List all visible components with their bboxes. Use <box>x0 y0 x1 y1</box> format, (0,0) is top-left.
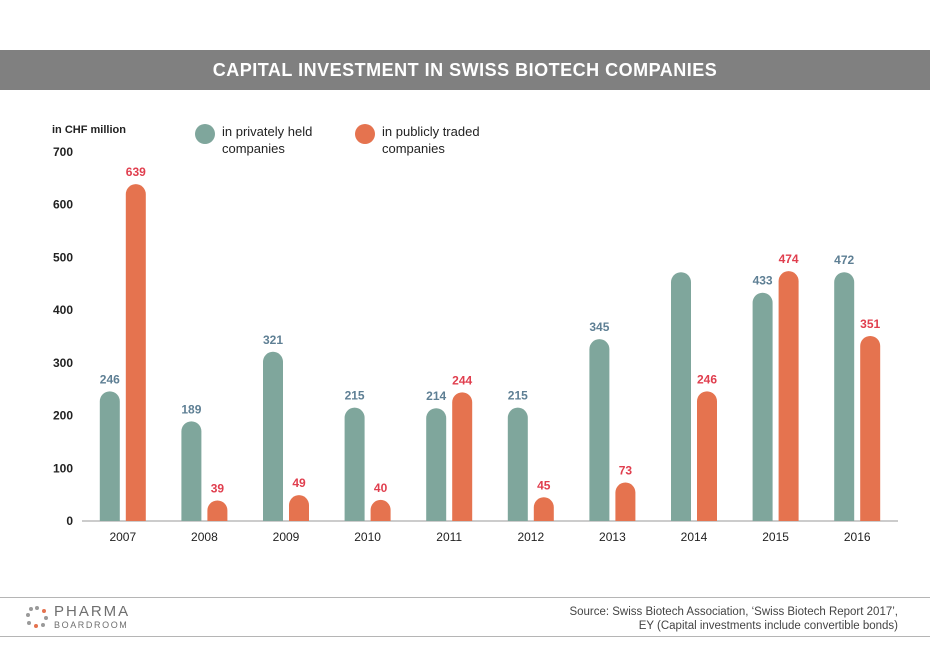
source-note: Source: Swiss Biotech Association, ‘Swis… <box>569 605 898 633</box>
bar-private <box>834 272 855 521</box>
bar-public <box>125 184 146 522</box>
logo-wordmark-bottom: BOARDROOM <box>54 620 129 630</box>
bar-private <box>671 272 691 521</box>
data-label-private: 345 <box>589 320 609 334</box>
data-label-private: 321 <box>263 333 283 347</box>
bar-chart: 0 100 200 300 400 500 600 700 246 639 2007 189 39 200… <box>53 145 898 544</box>
bar-private <box>99 391 120 521</box>
source-line-2: EY (Capital investments include converti… <box>638 620 898 632</box>
bar-private <box>426 408 447 521</box>
data-label-public: 39 <box>211 481 225 495</box>
y-tick-label: 300 <box>53 356 73 370</box>
data-label-private: 433 <box>753 274 773 288</box>
bar-public <box>370 499 391 521</box>
x-tick-label: 2008 <box>191 530 218 544</box>
data-label-public: 244 <box>452 373 472 387</box>
chart-title: CAPITAL INVESTMENT IN SWISS BIOTECH COMP… <box>212 59 718 80</box>
data-label-private: 215 <box>508 389 528 403</box>
pharma-boardroom-logo: PHARMA BOARDROOM <box>26 604 130 630</box>
legend-item-public: in publicly traded companies <box>355 123 500 157</box>
data-label-private: 189 <box>181 402 201 416</box>
data-label-public: 474 <box>779 252 799 266</box>
x-tick-label: 2016 <box>844 530 871 544</box>
x-tick-label: 2009 <box>273 530 300 544</box>
data-label-private: 246 <box>100 372 120 386</box>
legend-label-public: in publicly traded companies <box>382 124 480 156</box>
x-tick-label: 2013 <box>599 530 626 544</box>
bar-public <box>860 335 881 521</box>
logo-dots-icon <box>26 606 48 628</box>
footer-divider-top <box>0 597 930 598</box>
data-label-public: 639 <box>126 165 146 179</box>
x-tick-label: 2012 <box>517 530 544 544</box>
x-tick-label: 2007 <box>109 530 136 544</box>
x-tick-label: 2014 <box>681 530 708 544</box>
x-tick-label: 2011 <box>436 530 462 544</box>
data-label-public: 49 <box>292 476 306 490</box>
legend-dot-public-icon <box>355 124 375 144</box>
bar-private <box>263 351 283 521</box>
bar-private <box>507 407 528 521</box>
data-label-private: 472 <box>834 253 854 267</box>
bar-private <box>181 421 202 521</box>
chart-title-bar: CAPITAL INVESTMENT IN SWISS BIOTECH COMP… <box>0 50 930 90</box>
legend-dot-private-icon <box>195 124 215 144</box>
data-label-public: 73 <box>619 464 633 478</box>
logo-wordmark-top: PHARMA <box>54 603 131 620</box>
x-tick-label: 2015 <box>762 530 789 544</box>
bar-private <box>344 407 365 521</box>
data-label-private: 214 <box>426 389 446 403</box>
data-label-public: 40 <box>374 481 388 495</box>
y-tick-label: 600 <box>53 198 73 212</box>
bar-public <box>697 391 717 521</box>
data-label-public: 45 <box>537 478 551 492</box>
y-tick-label: 500 <box>53 250 73 264</box>
bar-public <box>615 482 636 521</box>
y-tick-label: 200 <box>53 409 73 423</box>
bar-private <box>752 292 773 521</box>
legend-label-private: in privately held companies <box>222 124 313 156</box>
bar-public <box>533 497 554 521</box>
data-label-public: 246 <box>697 372 717 386</box>
y-tick-label: 700 <box>53 145 73 159</box>
source-line-1: Source: Swiss Biotech Association, ‘Swis… <box>569 606 898 618</box>
bar-public <box>207 500 228 521</box>
bar-public <box>452 392 473 521</box>
y-tick-label: 400 <box>53 303 73 317</box>
y-tick-label: 100 <box>53 461 73 475</box>
bar-private <box>589 339 610 521</box>
y-tick-label: 0 <box>66 514 73 528</box>
y-axis-unit-label: in CHF million <box>52 124 126 136</box>
legend-item-private: in privately held companies <box>195 123 340 157</box>
bar-public <box>778 271 799 521</box>
data-label-public: 351 <box>860 317 880 331</box>
bar-public <box>289 495 309 521</box>
data-label-private: 215 <box>345 389 365 403</box>
x-tick-label: 2010 <box>354 530 381 544</box>
footer-divider-bottom <box>0 636 930 637</box>
